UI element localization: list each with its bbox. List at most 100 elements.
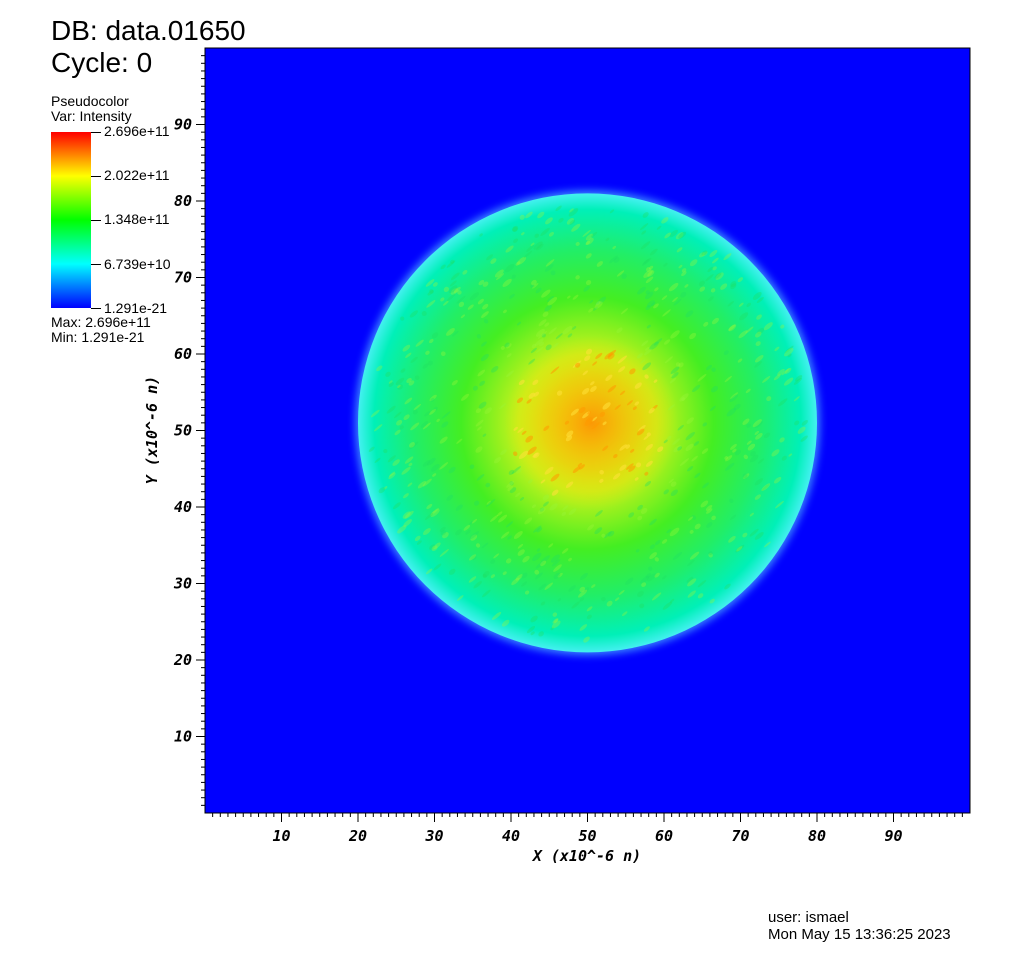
speckle (614, 404, 621, 410)
speckle (544, 322, 550, 327)
speckle (794, 375, 803, 382)
speckle (737, 358, 743, 363)
speckle (709, 598, 715, 604)
speckle (439, 462, 449, 470)
speckle (538, 583, 547, 591)
speckle (582, 370, 589, 376)
speckle (497, 511, 503, 517)
speckle (445, 327, 455, 336)
speckle (605, 237, 610, 242)
speckle (505, 521, 514, 528)
speckle (526, 244, 535, 252)
speckle (599, 478, 604, 483)
speckle (801, 420, 808, 426)
speckle (491, 611, 502, 620)
speckle (540, 601, 546, 606)
speckle (446, 494, 454, 501)
speckle (701, 250, 708, 256)
speckle (392, 502, 401, 510)
speckle (723, 350, 729, 356)
speckle (565, 481, 574, 488)
speckle (550, 554, 561, 563)
speckle (535, 561, 544, 569)
speckle (649, 544, 655, 550)
speckle (534, 569, 540, 575)
speckle (410, 356, 418, 363)
speckle (471, 518, 478, 524)
speckle (490, 258, 497, 264)
speckle (685, 310, 694, 318)
speckle (687, 590, 696, 598)
speckle (429, 289, 434, 294)
speckle (432, 473, 437, 477)
speckle (430, 508, 440, 518)
speckle (675, 362, 681, 367)
speckle (490, 574, 495, 579)
speckle (540, 479, 546, 484)
speckle (543, 501, 549, 507)
speckle (451, 330, 459, 337)
speckle (711, 386, 719, 393)
speckle (637, 504, 643, 511)
speckle (542, 494, 550, 501)
speckle (519, 214, 525, 220)
x-axis-label: X (x10^-6 n) (531, 847, 641, 865)
speckle (644, 348, 652, 356)
speckle (433, 406, 438, 412)
speckle (442, 532, 449, 539)
speckle (754, 494, 761, 500)
speckle (602, 402, 611, 410)
speckle (646, 432, 651, 437)
speckle (392, 459, 400, 466)
speckle (383, 448, 388, 454)
speckle (620, 308, 629, 315)
speckle (783, 377, 794, 386)
speckle (469, 464, 475, 469)
speckle (477, 369, 486, 377)
speckle (733, 403, 741, 411)
speckle (505, 245, 514, 253)
speckle (779, 437, 785, 443)
speckle (606, 600, 613, 607)
x-tick-label: 30 (424, 827, 443, 845)
speckle (634, 382, 642, 389)
speckle (640, 575, 650, 584)
speckle (506, 370, 514, 378)
speckle (754, 478, 763, 486)
speckle (532, 283, 539, 289)
y-axis-minor-ticks (201, 55, 205, 806)
speckle (449, 280, 457, 287)
speckle (539, 341, 544, 347)
speckle (583, 587, 590, 593)
speckle (432, 282, 438, 287)
speckle (468, 554, 477, 561)
speckle (551, 620, 561, 629)
speckle (537, 211, 545, 219)
speckle (743, 473, 750, 479)
speckle (469, 531, 479, 540)
speckle (401, 466, 411, 475)
speckle (635, 462, 642, 468)
speckle (746, 440, 752, 445)
speckle (640, 508, 648, 515)
speckle (404, 397, 413, 405)
speckle (415, 339, 424, 347)
speckle (668, 282, 679, 292)
speckle (648, 265, 654, 270)
speckle (578, 406, 586, 414)
speckle (475, 419, 484, 427)
speckle (589, 299, 594, 304)
speckle (507, 535, 512, 540)
speckle (568, 585, 576, 592)
speckle (471, 555, 477, 561)
speckle (500, 449, 507, 456)
speckle (579, 624, 588, 631)
speckle (657, 446, 664, 453)
speckle (500, 346, 505, 350)
speckle (711, 367, 716, 372)
speckle (551, 342, 559, 349)
x-tick-label: 80 (808, 827, 826, 845)
speckle (672, 297, 678, 303)
speckle (475, 408, 482, 414)
speckle (662, 575, 667, 580)
